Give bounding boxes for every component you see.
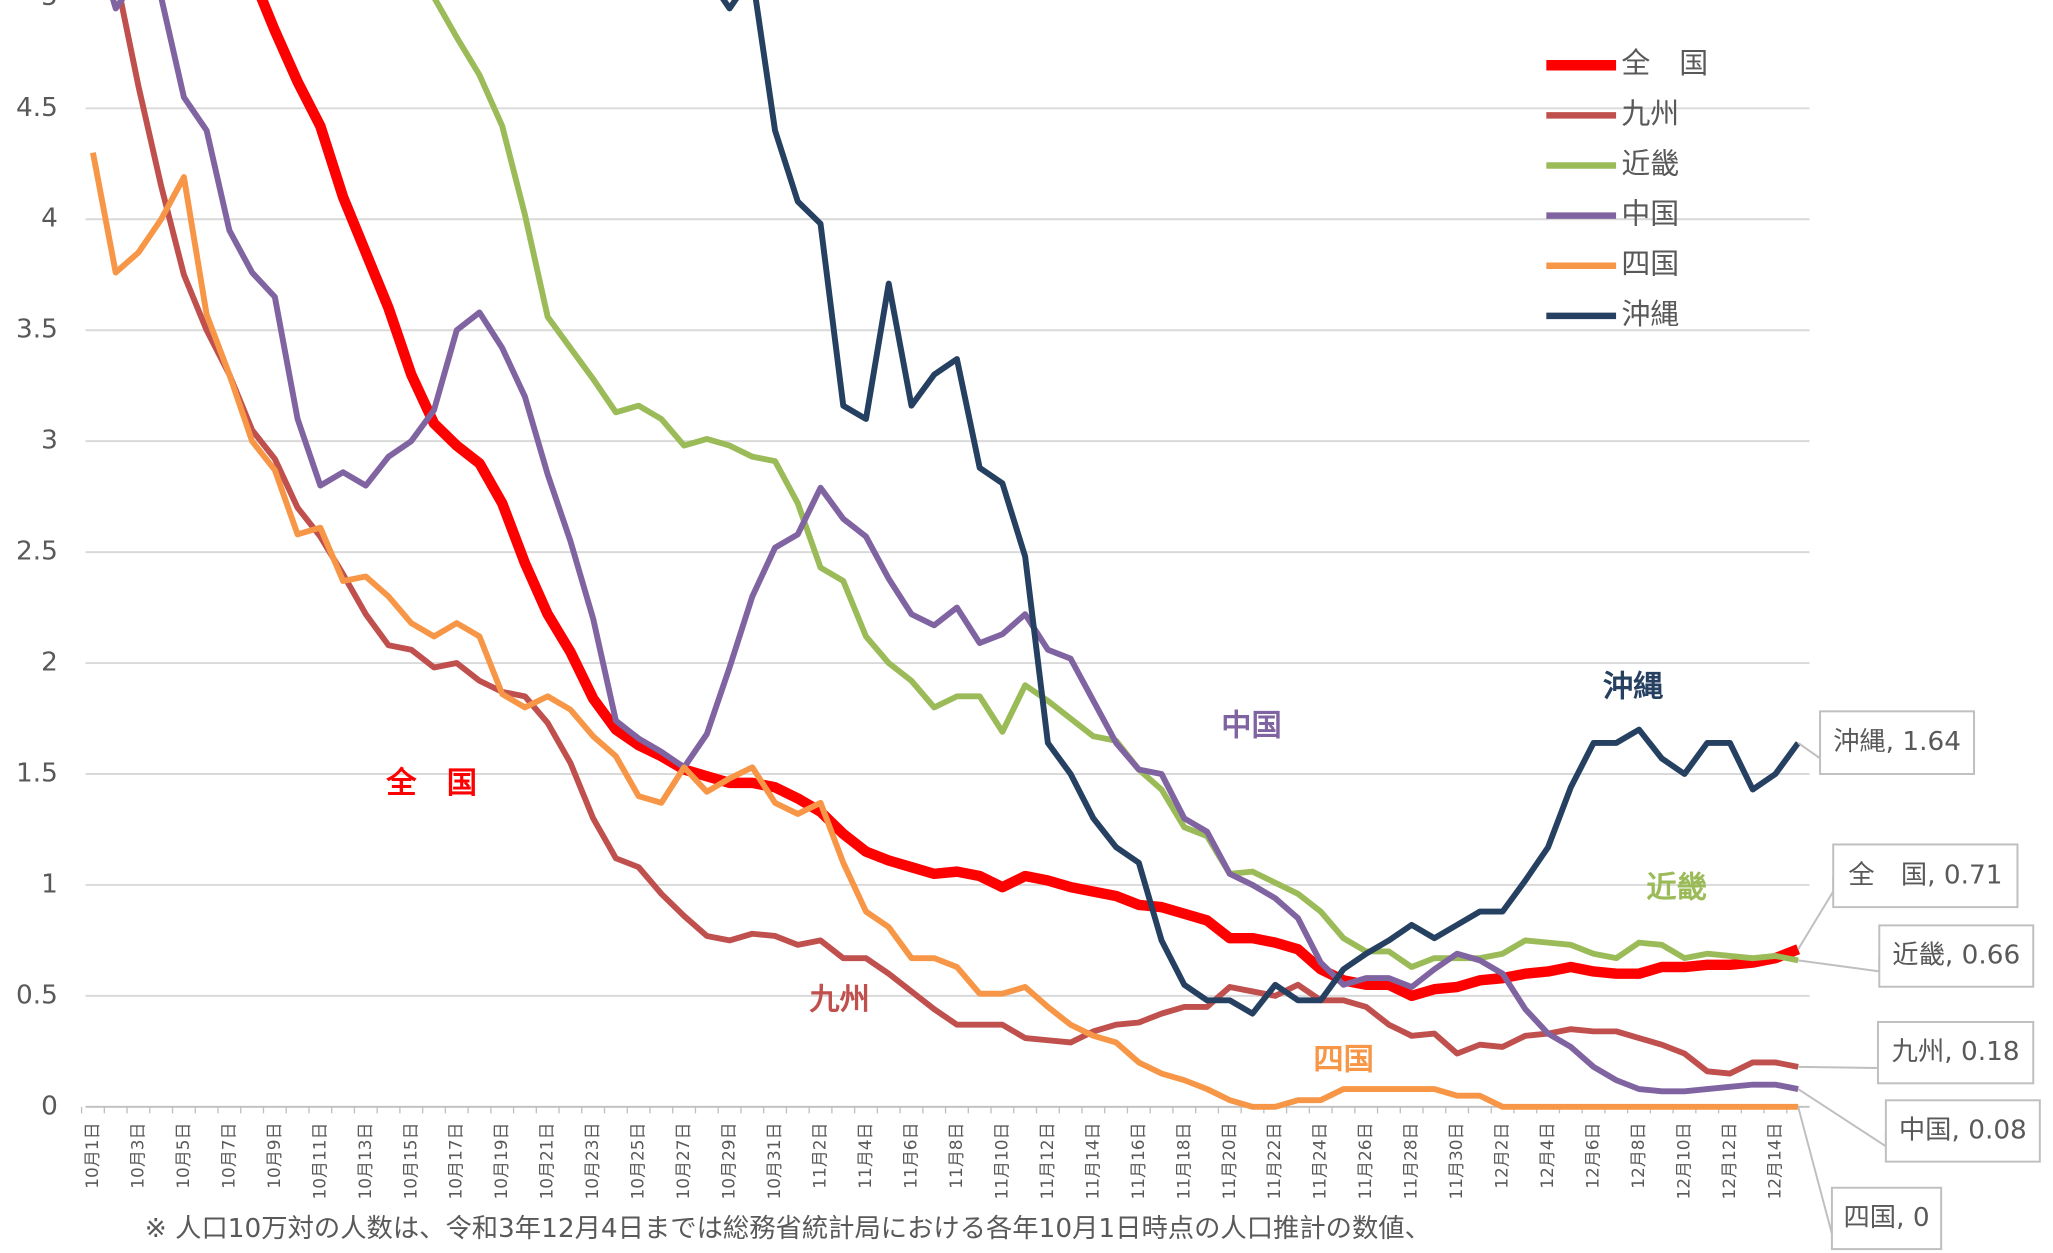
series-line (256, 0, 1801, 1002)
data-label: 四国, 0 (1843, 1203, 1929, 1233)
x-tick-label: 11月30日 (1447, 1122, 1467, 1199)
x-tick-label: 12月8日 (1629, 1122, 1649, 1188)
series-line (110, 0, 1799, 1095)
y-tick-label: 3.5 (16, 315, 58, 345)
series-line (117, 0, 1799, 1077)
legend-label: 沖縄 (1621, 297, 1679, 331)
label-leader (1797, 1088, 1887, 1149)
label-leader (1797, 742, 1822, 761)
x-tick-label: 10月31日 (765, 1122, 785, 1199)
x-tick-label: 11月10日 (992, 1122, 1012, 1199)
x-tick-label: 10月3日 (128, 1122, 148, 1188)
x-tick-label: 10月23日 (583, 1122, 603, 1199)
legend-label: 近畿 (1621, 147, 1679, 181)
x-tick-label: 10月21日 (538, 1122, 558, 1199)
series-annotation: 中国 (1221, 709, 1281, 744)
series-line (432, 0, 1799, 970)
series-line (720, 0, 1801, 1017)
footnote: ※ 人口10万対の人数は、令和3年12月4日までは総務省統計局における各年10月… (145, 1214, 1431, 1244)
series-annotation: 九州 (809, 983, 869, 1018)
x-tick-label: 11月14日 (1083, 1122, 1103, 1199)
x-tick-label: 11月26日 (1356, 1122, 1376, 1199)
x-tick-label: 11月22日 (1265, 1122, 1285, 1199)
y-tick-label: 4 (41, 204, 58, 234)
x-tick-label: 12月10日 (1674, 1122, 1694, 1199)
x-tick-label: 10月17日 (447, 1122, 467, 1199)
x-tick-label: 10月1日 (83, 1122, 103, 1188)
x-tick-label: 12月12日 (1720, 1122, 1740, 1199)
y-tick-label: 5 (41, 0, 58, 12)
data-label-box (1830, 1186, 1943, 1251)
y-tick-label: 4.5 (16, 93, 58, 123)
label-leader (1797, 1106, 1833, 1234)
legend-label: 九州 (1621, 96, 1679, 130)
y-tick-label: 0 (41, 1091, 58, 1121)
y-tick-label: 3 (41, 426, 58, 456)
x-tick-label: 10月19日 (492, 1122, 512, 1199)
x-tick-label: 11月16日 (1129, 1122, 1149, 1199)
y-tick-label: 1 (41, 869, 58, 899)
x-tick-label: 12月2日 (1493, 1122, 1513, 1188)
legend-label: 中国 (1621, 197, 1679, 231)
legend-label: 全 国 (1621, 46, 1708, 80)
x-tick-label: 11月28日 (1402, 1122, 1422, 1199)
data-label-box (1832, 843, 2019, 909)
x-tick-label: 10月9日 (265, 1122, 285, 1188)
x-tick-label: 10月27日 (674, 1122, 694, 1199)
x-tick-label: 11月18日 (1174, 1122, 1194, 1199)
y-tick-label: 0.5 (16, 980, 58, 1010)
data-label-box (1819, 710, 1976, 775)
x-tick-label: 12月14日 (1765, 1122, 1785, 1199)
x-tick-label: 10月11日 (310, 1122, 330, 1199)
x-tick-label: 11月2日 (810, 1122, 830, 1188)
data-label: 近畿, 0.66 (1892, 941, 2020, 971)
series-annotation: 近畿 (1646, 870, 1706, 905)
data-label-box (1876, 1020, 2035, 1085)
x-tick-label: 10月7日 (219, 1122, 239, 1188)
data-label: 全 国, 0.71 (1848, 860, 2002, 890)
x-tick-label: 10月29日 (720, 1122, 740, 1199)
y-tick-label: 2.5 (16, 537, 58, 567)
data-label: 沖縄, 1.64 (1833, 727, 1961, 757)
x-tick-label: 10月13日 (356, 1122, 376, 1199)
data-label-box (1878, 924, 2035, 988)
y-tick-label: 2 (41, 648, 58, 678)
label-leader (1798, 956, 1881, 973)
data-label-box (1884, 1099, 2041, 1163)
plot-lines (90, 0, 1801, 1110)
x-tick-label: 10月5日 (174, 1122, 194, 1188)
x-tick-label: 11月12日 (1038, 1122, 1058, 1199)
series-line (90, 152, 1799, 1110)
data-label: 九州, 0.18 (1892, 1037, 2020, 1067)
label-leader (1798, 1052, 1879, 1069)
legend-label: 四国 (1621, 247, 1679, 281)
x-tick-label: 11月20日 (1220, 1122, 1240, 1199)
x-tick-label: 12月4日 (1538, 1122, 1558, 1188)
y-tick-label: 1.5 (16, 759, 58, 789)
x-tick-label: 10月15日 (401, 1122, 421, 1199)
x-tick-label: 12月6日 (1584, 1122, 1604, 1188)
x-tick-label: 11月24日 (1311, 1122, 1331, 1199)
x-tick-label: 11月8日 (947, 1122, 967, 1188)
data-label: 中国, 0.08 (1899, 1116, 2027, 1146)
series-annotation: 全 国 (385, 765, 477, 801)
series-annotation: 沖縄 (1603, 669, 1663, 704)
series-annotation: 四国 (1313, 1043, 1373, 1078)
label-leader (1797, 875, 1835, 950)
x-tick-label: 10月25日 (629, 1122, 649, 1199)
x-tick-label: 11月6日 (901, 1122, 921, 1188)
x-tick-label: 11月4日 (856, 1122, 876, 1188)
